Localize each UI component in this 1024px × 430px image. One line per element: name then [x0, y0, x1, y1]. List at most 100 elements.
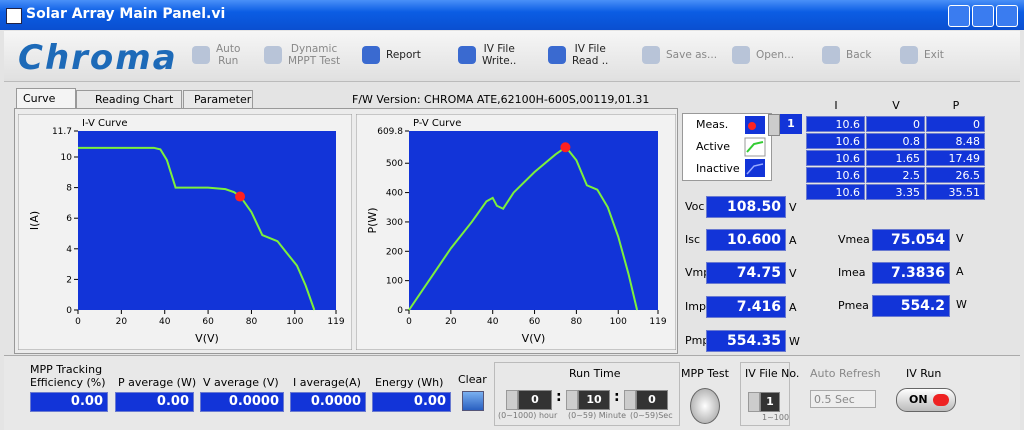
minute-value: 10: [578, 390, 610, 410]
separator: :: [556, 389, 562, 405]
maximize-button[interactable]: [972, 5, 994, 27]
reading-unit: A: [789, 301, 797, 314]
x-tick-label: 80: [571, 317, 583, 327]
button-label: Back: [846, 49, 872, 61]
tab[interactable]: Reading Chart: [76, 90, 182, 110]
measured-label: Imea: [838, 266, 866, 279]
second-spinner[interactable]: [624, 390, 636, 410]
reading-value: 7.416: [706, 296, 786, 318]
x-tick-label: 40: [487, 317, 499, 327]
field-value: 0.0000: [290, 392, 366, 412]
auto-refresh-label: Auto Refresh: [810, 367, 881, 380]
title-bar: [0, 0, 1024, 30]
label-line: Open...: [756, 49, 795, 61]
iv-chart: I-V Curve 0 2 4 6 8 10 11.7 0 20 40 60 80 100 119 V(V) I…: [18, 114, 352, 350]
index-spinner[interactable]: [768, 114, 780, 136]
toolbar-button[interactable]: Report: [360, 36, 440, 76]
mpp-test-label: MPP Test: [681, 367, 729, 380]
column-header: P: [952, 99, 960, 112]
close-button[interactable]: [996, 5, 1018, 27]
x-tick-label: 100: [610, 317, 627, 327]
measured-unit: W: [956, 298, 967, 311]
toolbar-button[interactable]: IV File Write..: [456, 36, 528, 76]
measured-value: 554.2: [872, 295, 950, 317]
measured-value: 75.054: [872, 229, 950, 251]
x-tick-label: 80: [246, 317, 258, 327]
field-value: 0.00: [30, 392, 108, 412]
x-tick-label: 119: [649, 317, 666, 327]
label-line: MPPT Test: [288, 55, 341, 67]
iv-run-label: IV Run: [906, 367, 942, 380]
x-tick-label: 119: [327, 317, 344, 327]
toolbar-button[interactable]: Auto Run: [190, 36, 252, 76]
tab-label: Curve: [23, 92, 56, 105]
button-icon: [192, 46, 210, 64]
hour-spinner[interactable]: [506, 390, 518, 410]
legend-label: Inactive: [696, 162, 740, 175]
legend-icon: [746, 141, 764, 153]
legend-label: Meas.: [696, 118, 729, 131]
toolbar-button[interactable]: Back: [820, 36, 884, 76]
y-tick-label: 4: [66, 245, 72, 255]
x-axis-label: V(V): [195, 332, 219, 345]
legend-icon: [744, 137, 766, 157]
legend-icons: [744, 116, 766, 177]
hour-range: (0~1000) hour: [498, 411, 558, 420]
label-line: Report: [386, 49, 421, 61]
label-line: Save as...: [666, 49, 718, 61]
button-icon: [264, 46, 282, 64]
field-label: I average(A): [293, 376, 361, 389]
mpp-marker: [560, 142, 571, 153]
legend-icon: [748, 122, 756, 130]
mpp-test-switch[interactable]: [690, 388, 720, 424]
iv-file-range: 1~100: [762, 413, 790, 422]
table-cell: 0: [926, 116, 985, 132]
button-icon: [458, 46, 476, 64]
iv-file-spinner[interactable]: [748, 392, 760, 412]
tab[interactable]: Curve: [16, 88, 76, 109]
hour-value: 0: [518, 390, 552, 410]
clear-button[interactable]: [462, 391, 484, 411]
auto-refresh-select[interactable]: 0.5 Sec: [810, 390, 876, 408]
button-icon: [900, 46, 918, 64]
table-cell: 0: [866, 116, 925, 132]
toolbar: [4, 31, 1020, 82]
table-cell: 3.35: [866, 184, 925, 200]
y-tick-label: 500: [386, 159, 403, 169]
toolbar-button[interactable]: Exit: [898, 36, 962, 76]
tab[interactable]: Parameter: [183, 90, 253, 110]
toolbar-button[interactable]: Save as...: [640, 36, 720, 76]
label-line: Run: [218, 55, 239, 67]
reading-label: Imp: [685, 300, 706, 313]
measured-unit: A: [956, 265, 964, 278]
toolbar-button[interactable]: Open...: [730, 36, 810, 76]
field-label: V average (V): [203, 376, 279, 389]
x-tick-label: 20: [445, 317, 457, 327]
reading-label: Isc: [685, 233, 701, 246]
y-tick-label: 6: [66, 214, 72, 224]
button-label: Report: [386, 49, 421, 61]
run-time-label: Run Time: [569, 367, 621, 380]
iv-run-switch[interactable]: ON: [896, 388, 956, 412]
button-label: IV File Read ..: [572, 43, 608, 67]
y-tick-label: 300: [386, 218, 403, 228]
minimize-button[interactable]: [948, 5, 970, 27]
iv-file-value: 1: [760, 392, 780, 412]
logo: Chroma: [18, 38, 178, 78]
table-cell: 10.6: [806, 167, 865, 183]
second-value: 0: [636, 390, 668, 410]
button-label: Open...: [756, 49, 794, 61]
minute-spinner[interactable]: [566, 390, 578, 410]
toolbar-button[interactable]: IV File Read ..: [546, 36, 618, 76]
toolbar-button[interactable]: Dynamic MPPT Test: [262, 36, 350, 76]
reading-unit: A: [789, 234, 797, 247]
x-axis-label: V(V): [522, 332, 546, 345]
label-line: Write..: [482, 55, 517, 67]
curve: [408, 145, 639, 311]
measured-value: 7.3836: [872, 262, 950, 284]
x-tick-label: 0: [75, 317, 81, 327]
plot-area: [78, 131, 336, 310]
table-cell: 0.8: [866, 133, 925, 149]
button-label: Exit: [924, 49, 944, 61]
clear-label: Clear: [458, 373, 487, 386]
